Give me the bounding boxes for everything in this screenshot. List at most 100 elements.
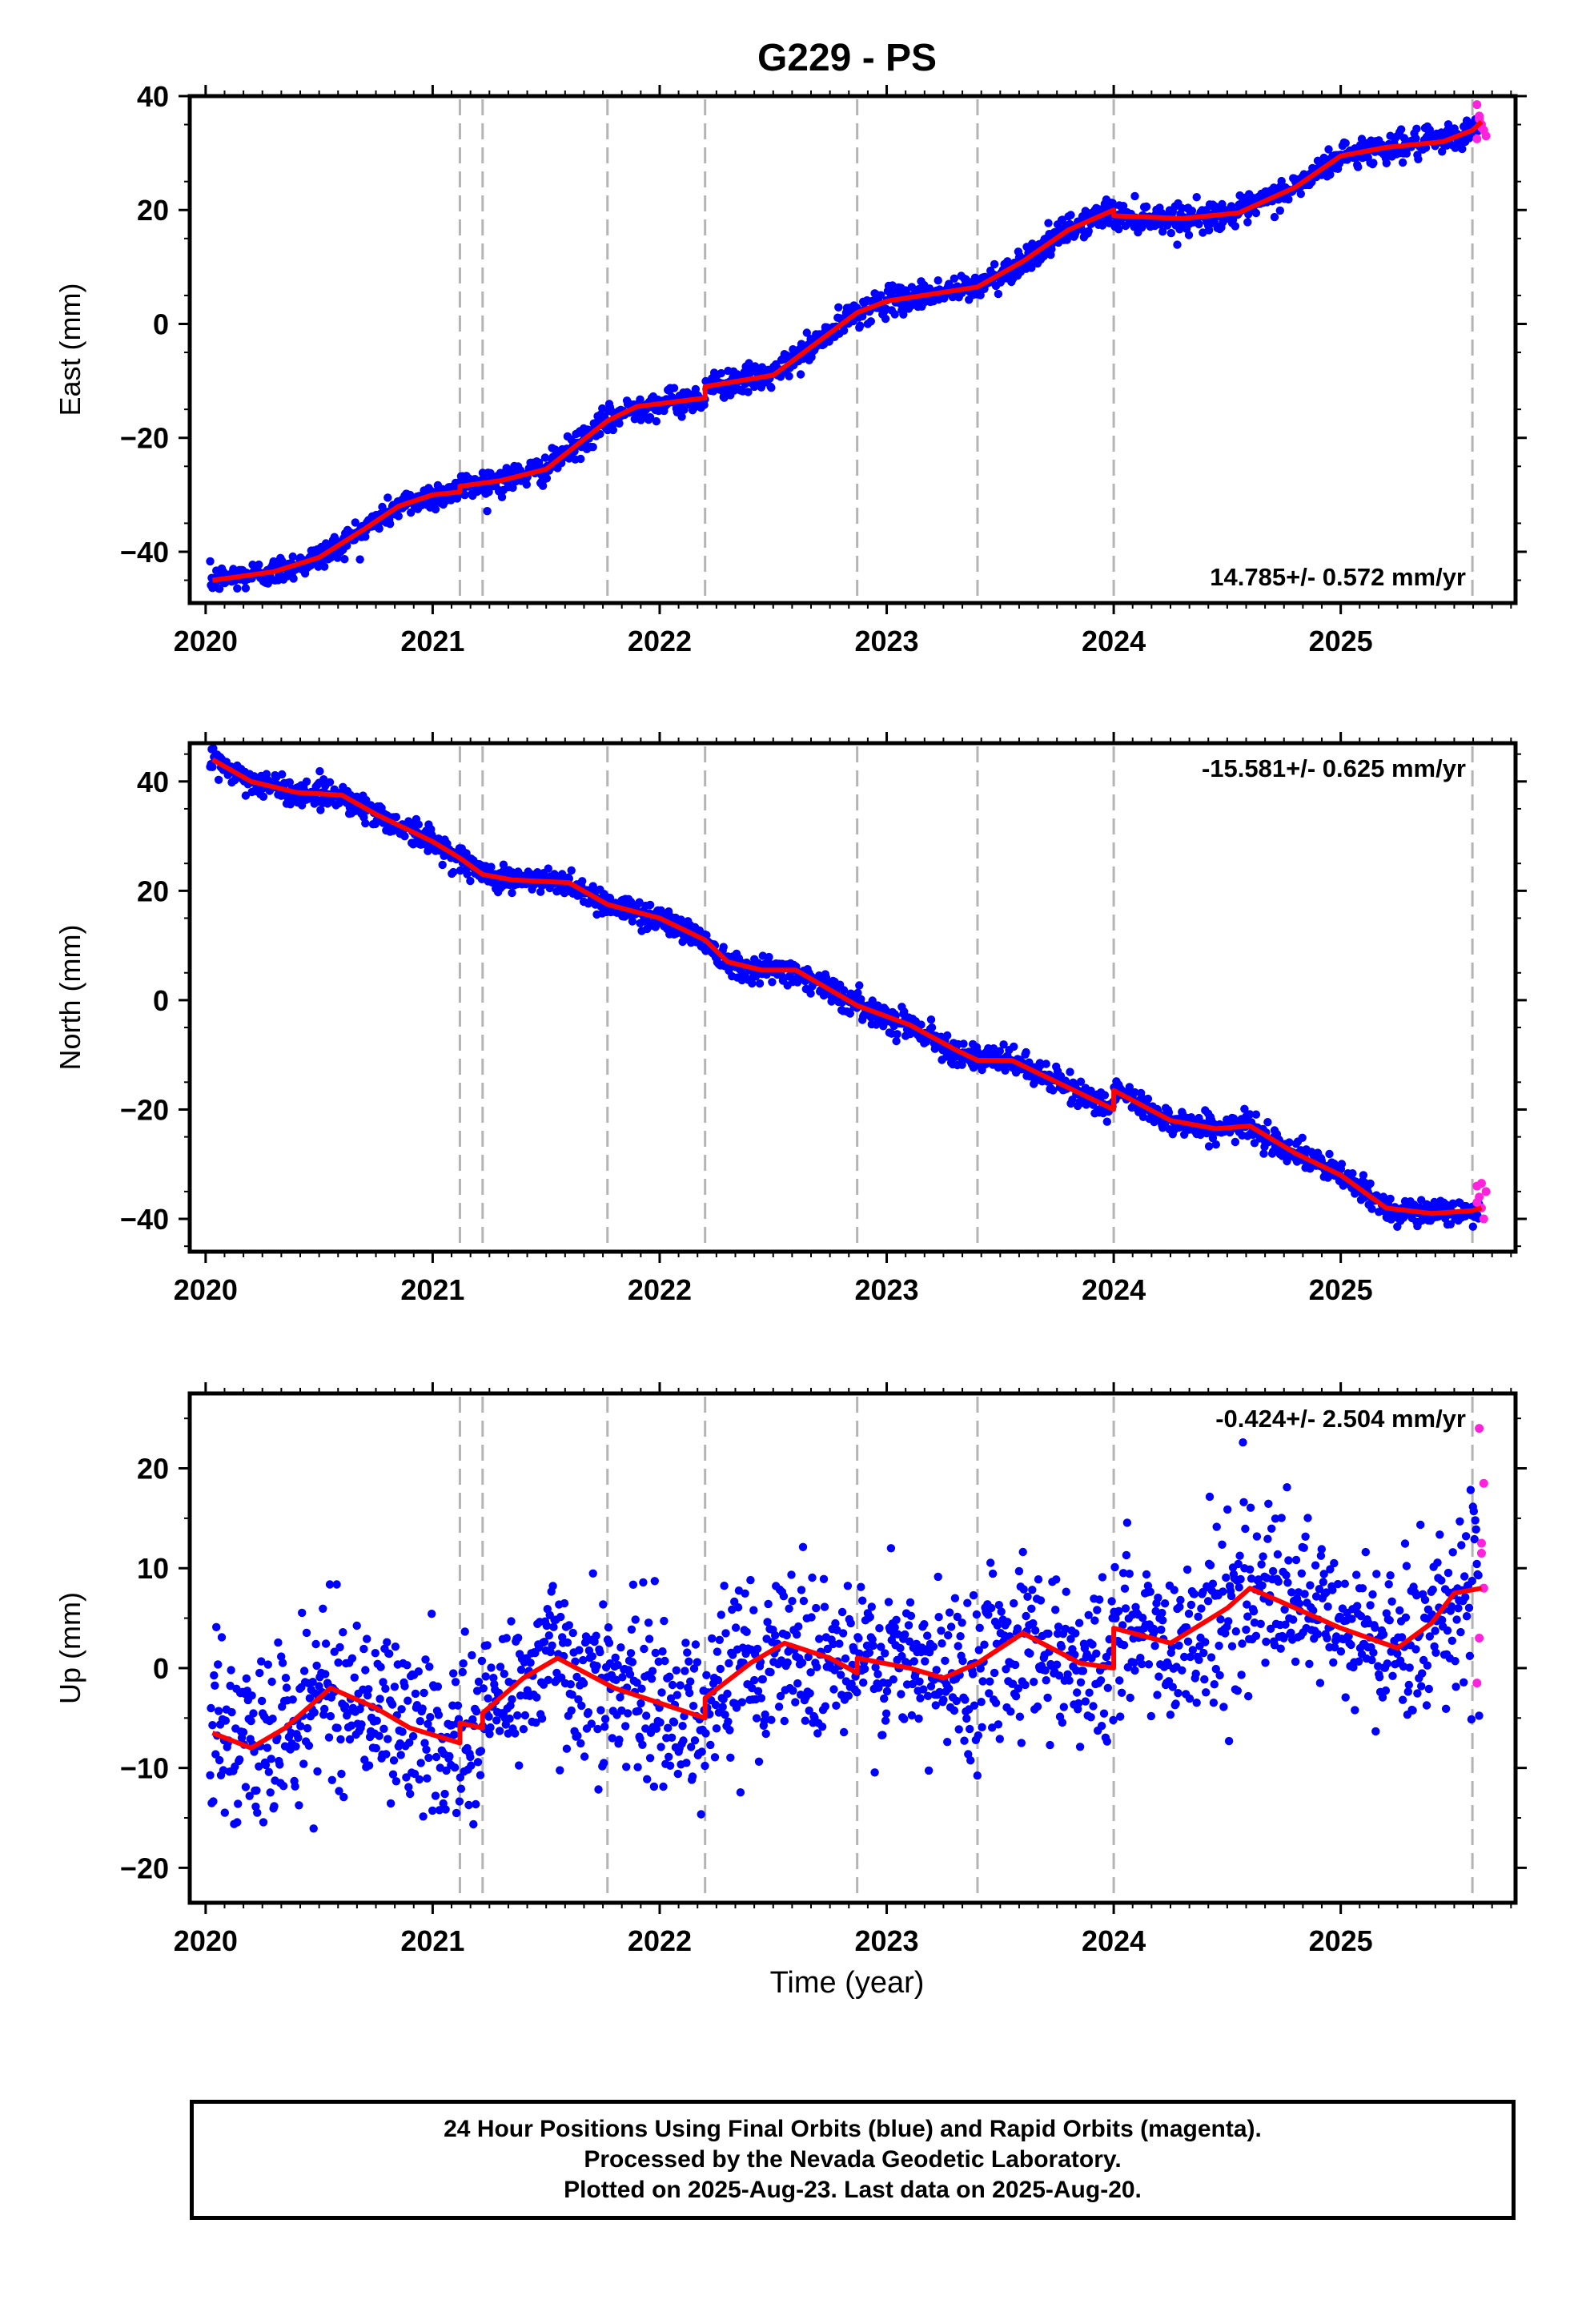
final-orbit-point <box>1138 223 1146 232</box>
final-orbit-point <box>931 1701 941 1710</box>
final-orbit-point <box>917 1020 926 1029</box>
final-orbit-point <box>476 1771 485 1779</box>
final-orbit-point <box>904 1621 913 1630</box>
final-orbit-point <box>540 453 550 462</box>
final-orbit-point <box>407 508 416 517</box>
final-orbit-point <box>435 1806 444 1815</box>
final-orbit-point <box>321 1670 330 1679</box>
final-orbit-point <box>1166 1711 1175 1719</box>
final-orbit-point <box>391 1777 401 1786</box>
y-tick-label: 0 <box>153 308 169 340</box>
final-orbit-point <box>544 864 552 873</box>
final-orbit-point <box>1027 263 1036 272</box>
final-orbit-point <box>588 443 597 452</box>
final-orbit-point <box>986 1677 994 1686</box>
final-orbit-point <box>406 1789 415 1799</box>
final-orbit-point <box>846 1618 855 1628</box>
final-orbit-point <box>771 1630 780 1640</box>
final-orbit-point <box>1013 1624 1022 1633</box>
final-orbit-point <box>742 1627 751 1637</box>
final-orbit-point <box>906 1611 916 1621</box>
final-orbit-point <box>396 1751 405 1759</box>
final-orbit-point <box>932 1042 941 1051</box>
velocity-rate-label: -15.581+/- 0.625 mm/yr <box>1202 754 1466 782</box>
final-orbit-point <box>832 1701 841 1710</box>
final-orbit-point <box>636 395 644 404</box>
final-orbit-point <box>600 1723 609 1731</box>
final-orbit-point <box>274 1638 283 1647</box>
final-orbit-point <box>1204 1142 1214 1151</box>
final-orbit-point <box>1118 1569 1128 1578</box>
final-orbit-point <box>456 1784 466 1793</box>
final-orbit-point <box>594 1785 603 1794</box>
final-orbit-point <box>1402 149 1411 158</box>
final-orbit-point <box>259 1818 268 1827</box>
final-orbit-point <box>881 1716 890 1725</box>
final-orbit-point <box>1028 1586 1037 1594</box>
final-orbit-point <box>797 1586 806 1594</box>
x-tick-label: 2020 <box>174 1273 238 1306</box>
final-orbit-point <box>785 372 793 380</box>
final-orbit-point <box>990 259 999 269</box>
final-orbit-point <box>632 1679 641 1687</box>
final-orbit-point <box>834 303 843 312</box>
final-orbit-point <box>1031 1626 1040 1635</box>
final-orbit-point <box>651 1648 660 1658</box>
final-orbit-point <box>313 1767 322 1776</box>
final-orbit-point <box>432 1752 441 1762</box>
final-orbit-point <box>332 1580 341 1589</box>
final-orbit-point <box>247 1716 255 1726</box>
final-orbit-point <box>685 1688 694 1698</box>
final-orbit-point <box>588 1569 597 1578</box>
final-orbit-point <box>508 888 516 898</box>
final-orbit-point <box>678 1722 687 1731</box>
final-orbit-point <box>973 1047 982 1056</box>
final-orbit-point <box>1298 1133 1307 1143</box>
final-orbit-point <box>634 1707 643 1715</box>
final-orbit-point <box>208 762 217 771</box>
final-orbit-point <box>483 1641 492 1650</box>
final-orbit-point <box>1073 1688 1082 1697</box>
y-tick-label: −40 <box>120 1203 169 1236</box>
final-orbit-point <box>713 1675 723 1685</box>
final-orbit-point <box>382 1750 391 1759</box>
final-orbit-point <box>628 1658 637 1667</box>
final-orbit-point <box>600 1715 610 1723</box>
final-orbit-point <box>793 1630 801 1639</box>
final-orbit-point <box>404 1783 413 1791</box>
final-orbit-point <box>341 1702 350 1711</box>
final-orbit-point <box>266 1788 275 1797</box>
final-orbit-point <box>733 1603 743 1612</box>
final-orbit-point <box>568 1628 577 1638</box>
final-orbit-point <box>330 1647 339 1656</box>
final-orbit-point <box>845 1009 855 1018</box>
final-orbit-point <box>766 1667 775 1677</box>
final-orbit-point <box>656 1718 665 1727</box>
final-orbit-point <box>502 1634 511 1642</box>
final-orbit-point <box>799 1596 809 1606</box>
rapid-orbit-point <box>1472 1198 1482 1208</box>
model-fit-line <box>211 757 1483 1216</box>
final-orbit-point <box>1277 176 1286 186</box>
final-orbit-point <box>278 770 287 779</box>
final-orbit-point <box>567 1706 576 1715</box>
final-orbit-point <box>340 555 349 564</box>
final-orbit-point <box>469 1819 478 1829</box>
final-orbit-point <box>890 310 899 319</box>
final-orbit-point <box>924 1766 934 1775</box>
final-orbit-point <box>860 1664 869 1674</box>
final-orbit-point <box>1354 163 1363 171</box>
final-orbit-point <box>1107 1597 1116 1606</box>
final-orbit-point <box>309 1824 318 1833</box>
final-orbit-point <box>372 1716 381 1725</box>
final-orbit-point <box>914 1714 923 1723</box>
final-orbit-point <box>1246 1110 1255 1119</box>
final-orbit-point <box>420 1739 429 1747</box>
y-tick-label: −20 <box>120 422 169 455</box>
final-orbit-point <box>1088 1640 1097 1649</box>
final-orbit-point <box>638 1740 647 1749</box>
final-orbit-point <box>958 1618 966 1627</box>
final-orbit-point <box>988 1723 997 1732</box>
final-orbit-point <box>532 1718 540 1727</box>
